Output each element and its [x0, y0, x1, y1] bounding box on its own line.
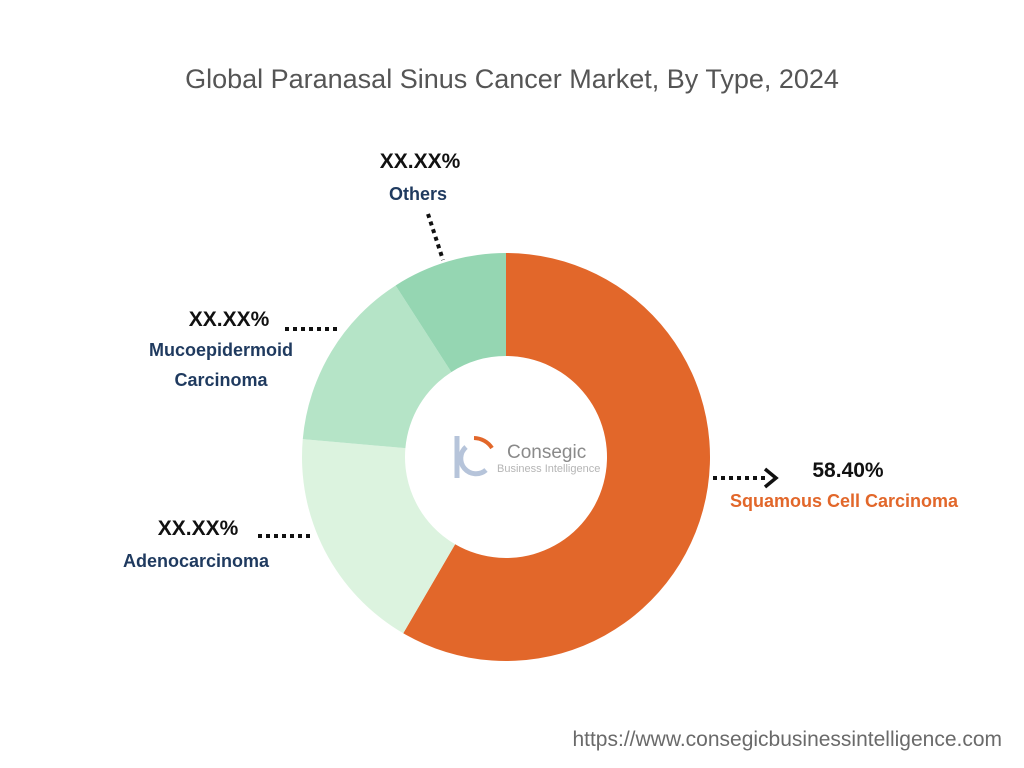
- logo-name: Consegic: [507, 442, 586, 463]
- adenocarcinoma-percentage: XX.XX%: [158, 517, 239, 540]
- squamous-label: Squamous Cell Carcinoma: [730, 491, 959, 511]
- slice-mucoepidermoid-carcinoma: [302, 285, 452, 449]
- source-url: https://www.consegicbusinessintelligence…: [572, 728, 1002, 751]
- slice-squamous-cell-carcinoma: [403, 253, 710, 661]
- logo-subtitle: Business Intelligence: [497, 463, 600, 475]
- adenocarcinoma-label: Adenocarcinoma: [123, 551, 270, 571]
- slice-adenocarcinoma: [302, 439, 456, 634]
- mucoepidermoid-percentage: XX.XX%: [189, 308, 270, 331]
- mucoepidermoid-label-line2: Carcinoma: [174, 370, 268, 390]
- consegic-logo: Consegic Business Intelligence: [454, 436, 600, 478]
- mucoepidermoid-label-line1: Mucoepidermoid: [149, 340, 293, 360]
- others-leader-line: [426, 213, 445, 261]
- arrow-right-icon: [763, 467, 779, 489]
- others-label: Others: [389, 184, 447, 204]
- donut-slices: [302, 253, 710, 661]
- slice-others: [395, 253, 506, 373]
- logo-mark-icon: [454, 436, 494, 478]
- others-percentage: XX.XX%: [380, 150, 461, 173]
- chart-title: Global Paranasal Sinus Cancer Market, By…: [185, 64, 839, 94]
- squamous-percentage: 58.40%: [812, 459, 884, 482]
